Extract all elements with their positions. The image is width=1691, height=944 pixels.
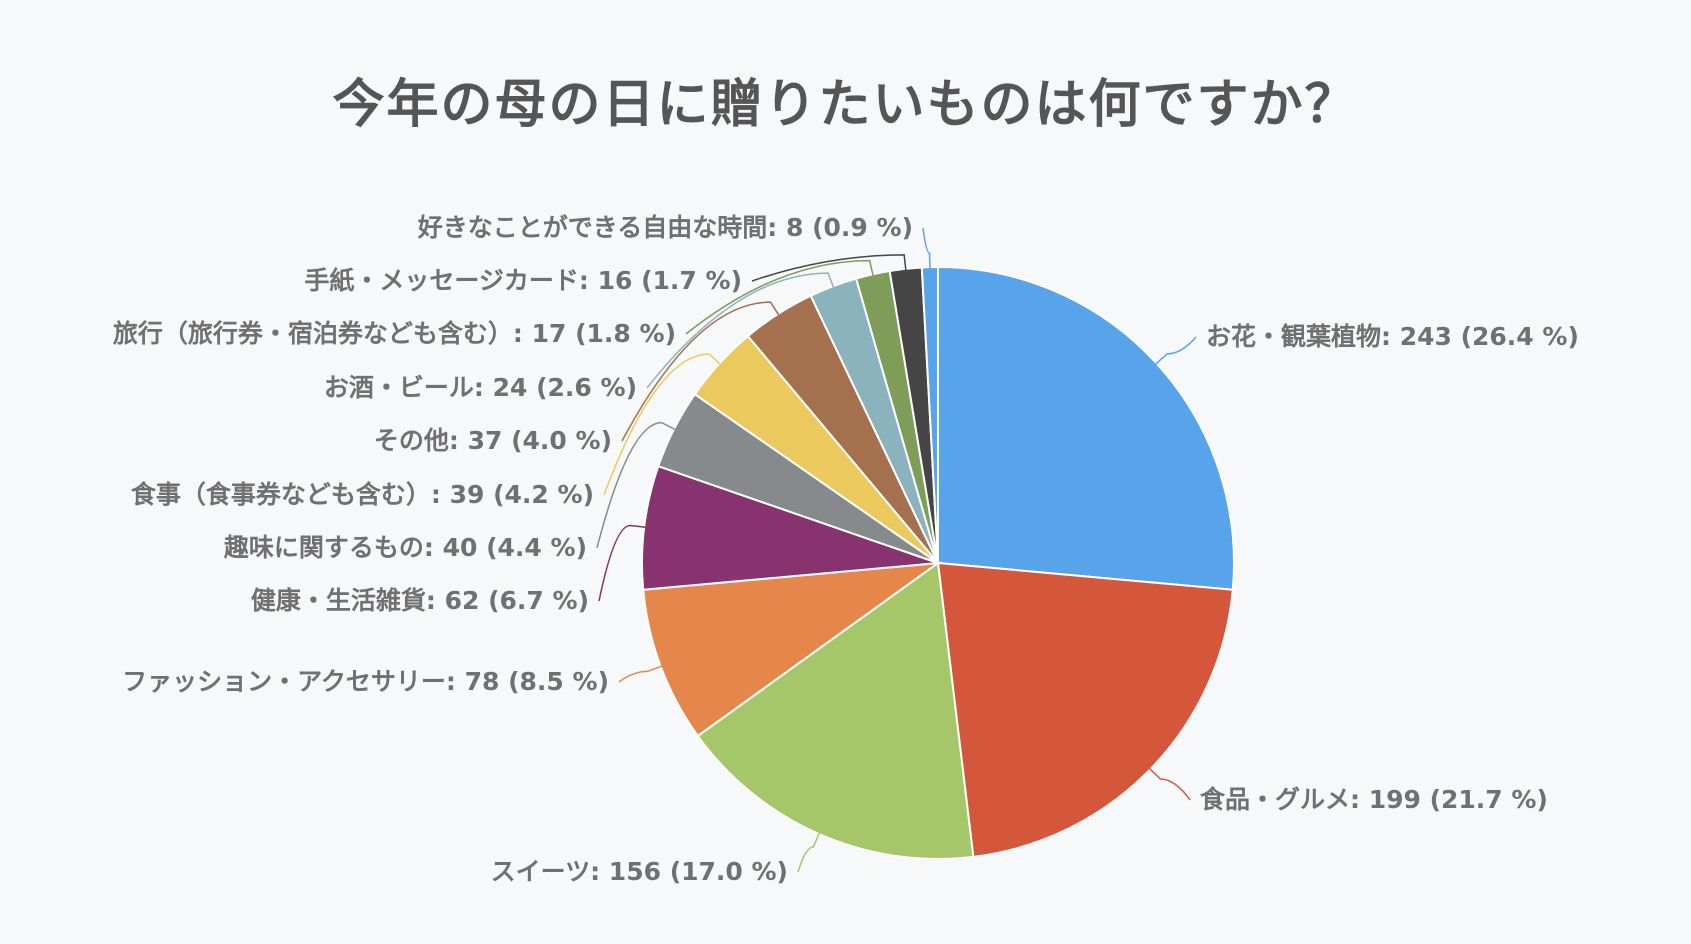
data-label-meal: 食事（食事券なども含む）: 39 (4.2 %) — [130, 480, 594, 509]
pie-slice — [937, 265, 1236, 591]
data-label-fashion: ファッション・アクセサリー: 78 (8.5 %) — [122, 667, 609, 696]
data-label-flowers: お花・観葉植物: 243 (26.4 %) — [1206, 322, 1579, 351]
leader-line — [922, 227, 931, 272]
leader-line — [621, 301, 781, 442]
data-label-health: 健康・生活雑貨: 62 (6.7 %) — [250, 586, 589, 615]
data-label-other: その他: 37 (4.0 %) — [373, 426, 612, 455]
leader-line — [1146, 765, 1191, 801]
leader-line — [797, 830, 822, 873]
leader-line — [685, 259, 875, 335]
leader-line — [751, 254, 907, 282]
leader-line — [596, 421, 679, 549]
leader-line — [603, 353, 723, 496]
data-label-free-time: 好きなことができる自由な時間: 8 (0.9 %) — [417, 213, 913, 242]
data-label-hobby: 趣味に関するもの: 40 (4.4 %) — [223, 533, 587, 562]
leader-line — [646, 272, 836, 389]
leader-line — [618, 664, 665, 683]
chart-title: 今年の母の日に贈りたいものは何ですか？ — [332, 75, 1359, 135]
data-label-sweets: スイーツ: 156 (17.0 %) — [490, 857, 788, 886]
leader-line — [1153, 336, 1197, 367]
leader-line — [598, 524, 649, 602]
data-label-alcohol: お酒・ビール: 24 (2.6 %) — [323, 373, 637, 402]
data-label-letter: 手紙・メッセージカード: 16 (1.7 %) — [304, 266, 742, 295]
data-label-travel: 旅行（旅行券・宿泊券なども含む）: 17 (1.8 %) — [112, 319, 676, 348]
data-label-gourmet: 食品・グルメ: 199 (21.7 %) — [1200, 785, 1548, 814]
pie-slice — [936, 561, 1234, 858]
